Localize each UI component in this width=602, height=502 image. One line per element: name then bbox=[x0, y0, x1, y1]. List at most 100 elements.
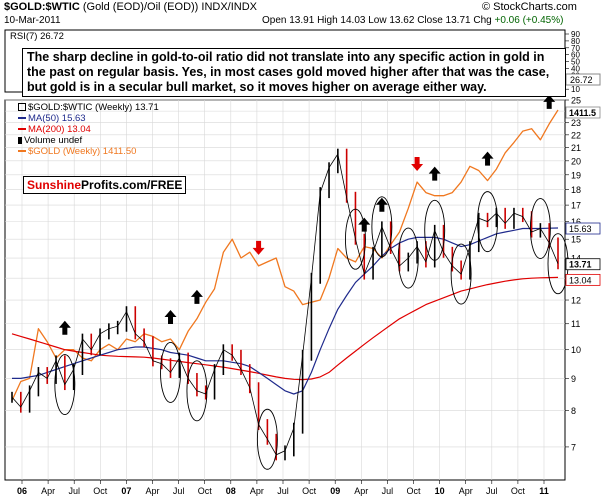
legend-label: $GOLD (Weekly) 1411.50 bbox=[28, 146, 137, 157]
up-arrow-icon bbox=[164, 310, 177, 325]
main-plot-area bbox=[4, 99, 566, 481]
legend-marker bbox=[18, 150, 26, 153]
watermark-part1: Sunshine bbox=[27, 178, 82, 192]
up-arrow-icon bbox=[428, 166, 441, 181]
chart-title: $GOLD:$WTIC (Gold (EOD)/Oil (EOD)) INDX/… bbox=[4, 1, 257, 13]
legend-marker bbox=[18, 103, 26, 112]
x-tick-label: Oct bbox=[93, 486, 108, 496]
up-arrow-icon bbox=[481, 151, 494, 166]
y-tick-label: 21 bbox=[571, 143, 581, 153]
ticker-description: (Gold (EOD)/Oil (EOD)) INDX/INDX bbox=[82, 1, 258, 13]
circled-period bbox=[529, 198, 551, 259]
value-badge-ma200-text: 13.04 bbox=[569, 275, 592, 285]
x-tick-label: Oct bbox=[198, 486, 213, 496]
rsi-value-text: 26.72 bbox=[570, 75, 593, 85]
legend-label: Volume undef bbox=[24, 135, 83, 146]
legend-marker bbox=[18, 128, 26, 131]
up-arrow-icon bbox=[358, 217, 371, 232]
x-tick-label: 11 bbox=[539, 486, 549, 496]
value-badge-ma200 bbox=[565, 273, 601, 286]
x-tick-label: Jul bbox=[277, 486, 289, 496]
y-tick-label: 16 bbox=[571, 217, 581, 227]
gold-series bbox=[11, 109, 559, 401]
x-tick-label: Apr bbox=[145, 486, 159, 496]
circled-period bbox=[450, 243, 472, 305]
chg-label: Chg bbox=[473, 15, 492, 26]
x-tick-label: Apr bbox=[41, 486, 55, 496]
ratio-line bbox=[11, 153, 559, 456]
circled-period bbox=[160, 341, 181, 403]
x-tick-label: 06 bbox=[17, 486, 27, 496]
circled-period bbox=[397, 227, 419, 289]
rsi-tick-label: 10 bbox=[571, 85, 580, 94]
open-label: Open bbox=[262, 15, 287, 26]
x-tick-label: Oct bbox=[511, 486, 526, 496]
legend-label: $GOLD:$WTIC (Weekly) 13.71 bbox=[28, 102, 159, 113]
legend-item: MA(200) 13.04 bbox=[18, 124, 159, 135]
watermark-part2: Profits.com/FREE bbox=[81, 178, 183, 192]
legend-item: MA(50) 15.63 bbox=[18, 113, 159, 124]
rsi-tick-label: 50 bbox=[571, 58, 580, 67]
rsi-value-badge bbox=[565, 73, 601, 86]
x-tick-label: 07 bbox=[121, 486, 131, 496]
chg-value: +0.06 (+0.45%) bbox=[494, 15, 564, 26]
ma50-series bbox=[12, 227, 559, 395]
legend: $GOLD:$WTIC (Weekly) 13.71 MA(50) 15.63 MA… bbox=[18, 102, 159, 157]
x-tick-label: Apr bbox=[459, 486, 473, 496]
legend-label: MA(50) 15.63 bbox=[28, 113, 86, 124]
y-tick-label: 19 bbox=[571, 170, 581, 180]
value-badge-close-text: 13.71 bbox=[569, 260, 592, 270]
value-badge-gold-text: 1411.5 bbox=[569, 108, 596, 118]
y-tick-label: 9 bbox=[571, 374, 576, 384]
close-label: Close bbox=[417, 15, 443, 26]
up-arrow-icon bbox=[58, 320, 71, 335]
x-tick-label: Jul bbox=[68, 486, 80, 496]
close-value: 13.71 bbox=[445, 15, 471, 26]
y-tick-label: 20 bbox=[571, 156, 581, 166]
rsi-tick-label: 60 bbox=[571, 51, 580, 60]
circled-period bbox=[54, 354, 76, 416]
x-tick-label: Jul bbox=[486, 486, 498, 496]
legend-marker bbox=[18, 136, 22, 144]
circled-period bbox=[371, 196, 393, 258]
legend-marker bbox=[18, 117, 26, 120]
legend-item: $GOLD (Weekly) 1411.50 bbox=[18, 146, 159, 157]
ma50-line bbox=[12, 227, 559, 395]
high-value: 14.03 bbox=[340, 15, 366, 26]
rsi-tick-label: 90 bbox=[571, 30, 580, 39]
down-arrow-icon bbox=[411, 157, 424, 172]
gold-line bbox=[11, 109, 559, 401]
x-tick-label: 10 bbox=[435, 486, 445, 496]
y-tick-label: 23 bbox=[571, 118, 581, 128]
y-tick-label: 10 bbox=[571, 345, 581, 355]
open-value: 13.91 bbox=[289, 15, 315, 26]
circled-period bbox=[186, 360, 208, 422]
circled-period bbox=[256, 408, 278, 470]
value-badges: 1411.5 15.63 13.71 13.04 bbox=[565, 106, 601, 286]
up-arrow-icon bbox=[543, 94, 556, 109]
rsi-tick-label: 70 bbox=[571, 44, 580, 53]
x-tick-label: Apr bbox=[250, 486, 264, 496]
annotation-box: The sharp decline in gold-to-oil ratio d… bbox=[22, 48, 566, 97]
y-tick-label: 25 bbox=[571, 96, 581, 106]
low-value: 13.62 bbox=[389, 15, 415, 26]
high-label: High bbox=[317, 15, 338, 26]
x-tick-label: Oct bbox=[302, 486, 317, 496]
legend-item: $GOLD:$WTIC (Weekly) 13.71 bbox=[18, 102, 159, 113]
x-tick-label: Apr bbox=[354, 486, 368, 496]
value-badge-close bbox=[565, 258, 601, 271]
x-tick-label: Jul bbox=[382, 486, 394, 496]
ohlc-readout: Open 13.91 High 14.03 Low 13.62 Close 13… bbox=[262, 15, 563, 26]
rsi-tick-label: 80 bbox=[571, 37, 580, 46]
low-label: Low bbox=[368, 15, 387, 26]
y-tick-label: 18 bbox=[571, 185, 581, 195]
x-tick-label: 09 bbox=[330, 486, 340, 496]
ratio-series bbox=[11, 148, 559, 461]
brand-label: © StockCharts.com bbox=[482, 1, 577, 13]
value-badge-ma50 bbox=[565, 222, 601, 235]
rsi-tick-label: 40 bbox=[571, 65, 580, 74]
up-arrow-icon bbox=[375, 197, 388, 212]
y-tick-label: 7 bbox=[571, 442, 576, 452]
circled-period bbox=[477, 191, 498, 253]
ma200-line bbox=[11, 276, 559, 381]
